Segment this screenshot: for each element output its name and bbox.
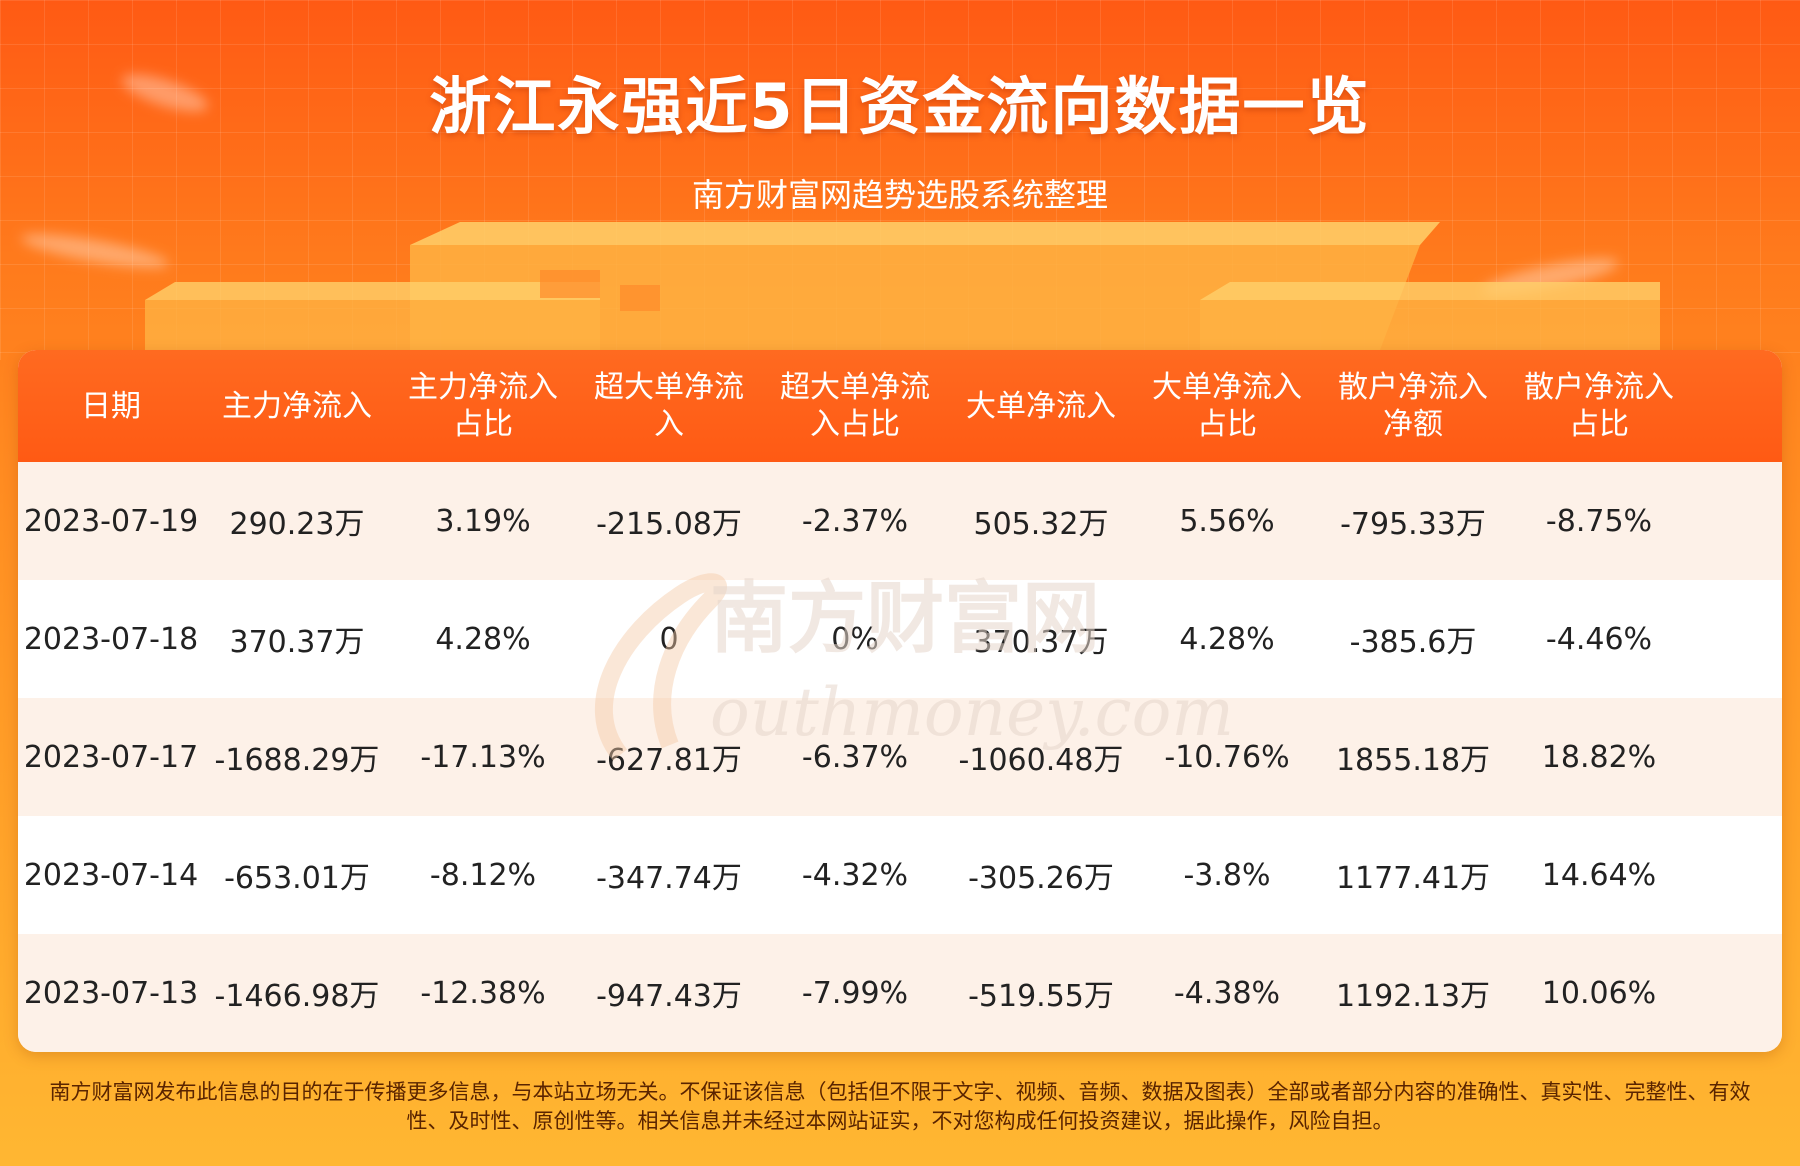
cell-large-net-inflow-ratio: -4.38%	[1173, 975, 1281, 1011]
table-header: 日期 主力净流入 主力净流入 占比 超大单净流 入 超大单净流 入占比 大单净流…	[18, 350, 1782, 462]
table-row: 2023-07-18 370.37万 4.28% 0 0% 370.37万 4.…	[18, 580, 1782, 698]
cell-main-net-inflow-ratio: -17.13%	[420, 739, 546, 775]
header-super-large-net-inflow-ratio: 超大单净流 入占比	[780, 370, 930, 442]
cell-large-net-inflow: 370.37万	[973, 625, 1109, 660]
disclaimer: 南方财富网发布此信息的目的在于传播更多信息，与本站立场无关。不保证该信息（包括但…	[0, 1078, 1800, 1136]
cell-date: 2023-07-19	[23, 503, 199, 539]
cell-date: 2023-07-13	[23, 975, 199, 1011]
table-row: 2023-07-13 -1466.98万 -12.38% -947.43万 -7…	[18, 934, 1782, 1052]
cell-super-large-net-inflow-ratio: 0%	[831, 621, 879, 657]
header-retail-net-inflow: 散户净流入 净额	[1338, 370, 1488, 442]
cell-super-large-net-inflow-ratio: -2.37%	[801, 503, 909, 539]
cell-main-net-inflow: -653.01万	[224, 861, 370, 896]
cell-super-large-net-inflow-ratio: -7.99%	[801, 975, 909, 1011]
page-subtitle: 南方财富网趋势选股系统整理	[691, 176, 1108, 214]
fund-flow-table: 日期 主力净流入 主力净流入 占比 超大单净流 入 超大单净流 入占比 大单净流…	[18, 350, 1782, 1052]
cell-retail-net-inflow: 1855.18万	[1335, 743, 1491, 778]
cell-retail-net-inflow: 1192.13万	[1335, 979, 1491, 1014]
cell-retail-net-inflow: -795.33万	[1340, 507, 1486, 542]
cell-retail-net-inflow: -385.6万	[1349, 625, 1477, 660]
cell-super-large-net-inflow: -347.74万	[596, 861, 742, 896]
header-main-net-inflow-ratio: 主力净流入 占比	[408, 370, 558, 442]
cell-retail-net-inflow-ratio: -8.75%	[1545, 503, 1653, 539]
cell-super-large-net-inflow-ratio: -4.32%	[801, 857, 909, 893]
cell-retail-net-inflow-ratio: -4.46%	[1545, 621, 1653, 657]
header-date: 日期	[81, 388, 141, 424]
cell-super-large-net-inflow: 0	[659, 621, 679, 657]
cell-main-net-inflow-ratio: -12.38%	[420, 975, 546, 1011]
table-row: 2023-07-19 290.23万 3.19% -215.08万 -2.37%…	[18, 462, 1782, 580]
cell-date: 2023-07-17	[23, 739, 199, 775]
cell-main-net-inflow-ratio: -8.12%	[429, 857, 537, 893]
header-main-net-inflow: 主力净流入	[222, 388, 372, 424]
header-large-net-inflow: 大单净流入	[966, 388, 1116, 424]
cell-retail-net-inflow-ratio: 10.06%	[1541, 975, 1657, 1011]
cell-large-net-inflow: 505.32万	[973, 507, 1109, 542]
cell-retail-net-inflow-ratio: 14.64%	[1541, 857, 1657, 893]
cell-large-net-inflow-ratio: -10.76%	[1164, 739, 1290, 775]
cell-large-net-inflow: -1060.48万	[958, 743, 1124, 778]
cell-main-net-inflow-ratio: 4.28%	[435, 621, 531, 657]
cell-date: 2023-07-14	[23, 857, 199, 893]
cell-main-net-inflow-ratio: 3.19%	[435, 503, 531, 539]
table-row: 2023-07-17 -1688.29万 -17.13% -627.81万 -6…	[18, 698, 1782, 816]
cell-super-large-net-inflow-ratio: -6.37%	[801, 739, 909, 775]
page-title: 浙江永强近5日资金流向数据一览	[429, 70, 1371, 143]
cell-large-net-inflow-ratio: 4.28%	[1179, 621, 1275, 657]
cell-super-large-net-inflow: -627.81万	[596, 743, 742, 778]
cell-large-net-inflow-ratio: 5.56%	[1179, 503, 1275, 539]
decorative-platforms	[145, 222, 1660, 350]
cell-large-net-inflow: -305.26万	[968, 861, 1114, 896]
disclaimer-line-2: 性、及时性、原创性等。相关信息并未经过本网站证实，不对您构成任何投资建议，据此操…	[406, 1109, 1394, 1133]
cell-super-large-net-inflow: -947.43万	[596, 979, 742, 1014]
cell-super-large-net-inflow: -215.08万	[596, 507, 742, 542]
cell-date: 2023-07-18	[23, 621, 199, 657]
cell-retail-net-inflow-ratio: 18.82%	[1541, 739, 1657, 775]
header-large-net-inflow-ratio: 大单净流入 占比	[1152, 370, 1302, 442]
cell-main-net-inflow: 290.23万	[229, 507, 365, 542]
cell-main-net-inflow: -1466.98万	[214, 979, 380, 1014]
cell-large-net-inflow: -519.55万	[968, 979, 1114, 1014]
cell-main-net-inflow: -1688.29万	[214, 743, 380, 778]
header-super-large-net-inflow: 超大单净流 入	[594, 370, 744, 442]
cell-main-net-inflow: 370.37万	[229, 625, 365, 660]
table-row: 2023-07-14 -653.01万 -8.12% -347.74万 -4.3…	[18, 816, 1782, 934]
cell-retail-net-inflow: 1177.41万	[1335, 861, 1491, 896]
disclaimer-line-1: 南方财富网发布此信息的目的在于传播更多信息，与本站立场无关。不保证该信息（包括但…	[49, 1080, 1751, 1104]
header-retail-net-inflow-ratio: 散户净流入 占比	[1524, 370, 1674, 442]
cell-large-net-inflow-ratio: -3.8%	[1183, 857, 1271, 893]
